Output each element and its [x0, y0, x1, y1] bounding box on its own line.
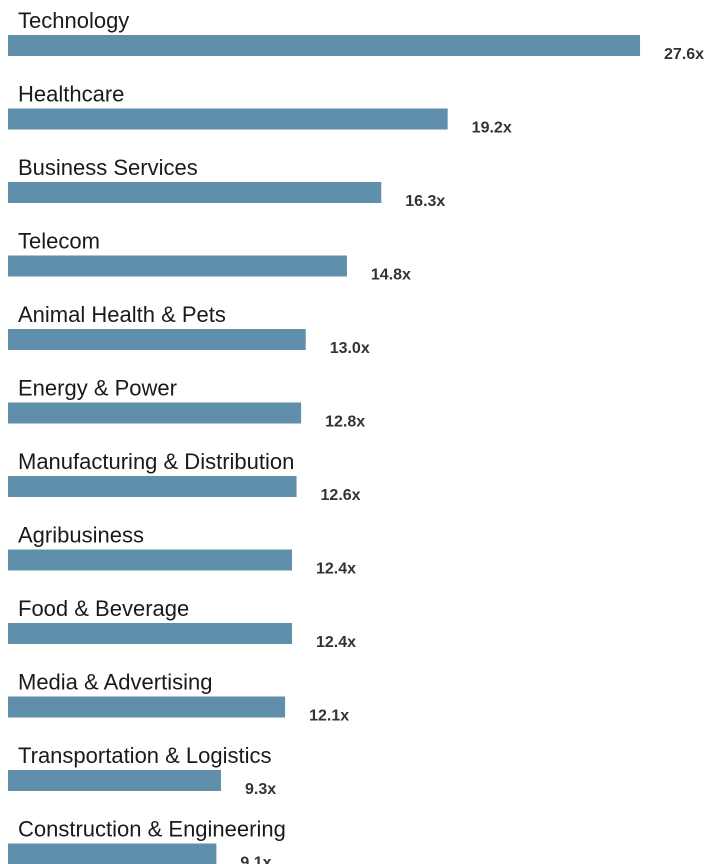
bar-row-construction-and-engineering: Construction & Engineering 9.1x — [8, 817, 286, 864]
bar-row-business-services: Business Services 16.3x — [8, 155, 445, 210]
value-label-food-and-beverage: 12.4x — [316, 634, 356, 651]
category-label-manufacturing-and-distribution: Manufacturing & Distribution — [18, 449, 294, 474]
bar-row-technology: Technology 27.6x — [8, 8, 704, 63]
bar-food-and-beverage — [8, 623, 292, 644]
value-label-manufacturing-and-distribution: 12.6x — [321, 487, 361, 504]
category-label-business-services: Business Services — [18, 155, 198, 180]
value-label-animal-health-and-pets: 13.0x — [330, 340, 370, 357]
bar-animal-health-and-pets — [8, 329, 306, 350]
bar-row-transportation-and-logistics: Transportation & Logistics 9.3x — [8, 743, 276, 798]
bar-row-manufacturing-and-distribution: Manufacturing & Distribution 12.6x — [8, 449, 361, 504]
category-label-agribusiness: Agribusiness — [18, 523, 144, 548]
bar-business-services — [8, 182, 382, 203]
category-label-media-and-advertising: Media & Advertising — [18, 670, 212, 695]
value-label-technology: 27.6x — [664, 46, 704, 63]
bar-manufacturing-and-distribution — [8, 476, 297, 497]
category-label-food-and-beverage: Food & Beverage — [18, 596, 189, 621]
value-label-energy-and-power: 12.8x — [325, 414, 365, 431]
category-label-energy-and-power: Energy & Power — [18, 376, 177, 401]
bar-row-healthcare: Healthcare 19.2x — [8, 82, 512, 137]
bar-row-food-and-beverage: Food & Beverage 12.4x — [8, 596, 356, 651]
value-label-construction-and-engineering: 9.1x — [240, 855, 271, 864]
category-label-telecom: Telecom — [18, 229, 100, 254]
value-label-business-services: 16.3x — [405, 193, 445, 210]
bar-row-media-and-advertising: Media & Advertising 12.1x — [8, 670, 349, 725]
category-label-animal-health-and-pets: Animal Health & Pets — [18, 302, 226, 327]
bar-agribusiness — [8, 549, 292, 571]
value-label-healthcare: 19.2x — [472, 120, 512, 137]
category-label-healthcare: Healthcare — [18, 82, 124, 107]
bar-transportation-and-logistics — [8, 770, 221, 791]
bar-telecom — [8, 255, 347, 277]
bar-energy-and-power — [8, 402, 302, 424]
bar-healthcare — [8, 108, 448, 130]
bar-technology — [8, 35, 641, 56]
value-label-agribusiness: 12.4x — [316, 561, 356, 578]
category-label-transportation-and-logistics: Transportation & Logistics — [18, 743, 272, 768]
value-label-transportation-and-logistics: 9.3x — [245, 781, 276, 798]
bar-construction-and-engineering — [8, 843, 217, 864]
bar-media-and-advertising — [8, 696, 286, 718]
bar-row-animal-health-and-pets: Animal Health & Pets 13.0x — [8, 302, 370, 357]
bar-row-telecom: Telecom 14.8x — [8, 229, 411, 284]
bar-row-energy-and-power: Energy & Power 12.8x — [8, 376, 365, 431]
bar-row-agribusiness: Agribusiness 12.4x — [8, 523, 356, 578]
value-label-telecom: 14.8x — [371, 267, 411, 284]
category-label-construction-and-engineering: Construction & Engineering — [18, 817, 286, 842]
value-label-media-and-advertising: 12.1x — [309, 708, 349, 725]
category-label-technology: Technology — [18, 8, 129, 33]
